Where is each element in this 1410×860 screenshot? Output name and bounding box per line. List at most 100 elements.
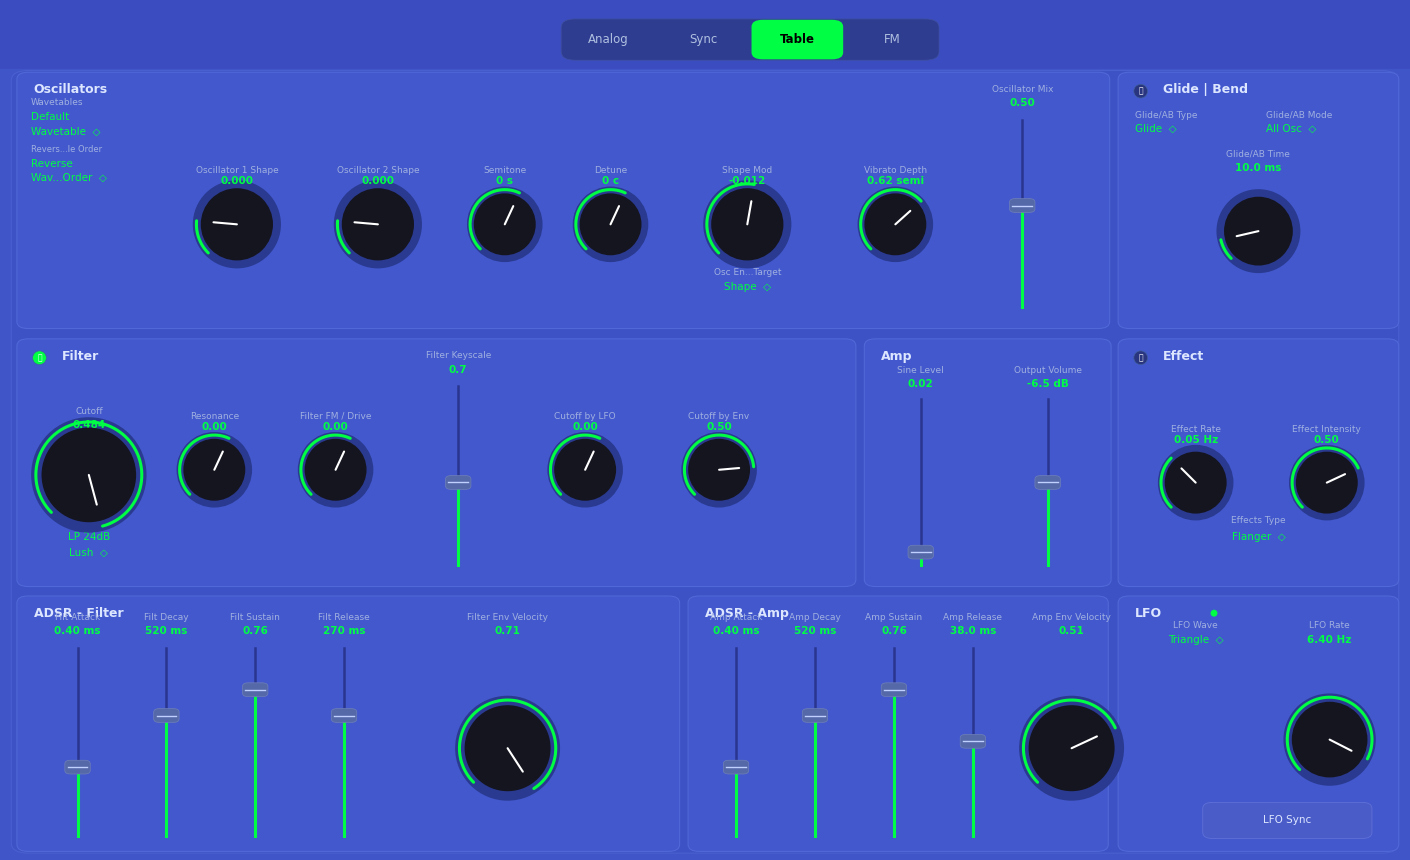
Text: 0.02: 0.02: [908, 378, 933, 389]
Text: 0.40 ms: 0.40 ms: [55, 626, 100, 636]
Text: Filter: Filter: [62, 349, 99, 363]
FancyBboxPatch shape: [881, 683, 907, 697]
Text: Lush  ◇: Lush ◇: [69, 547, 109, 557]
FancyBboxPatch shape: [11, 71, 1399, 853]
Text: Triangle  ◇: Triangle ◇: [1167, 635, 1224, 645]
Ellipse shape: [334, 181, 422, 268]
Text: Wavetable  ◇: Wavetable ◇: [31, 126, 100, 137]
Text: Filter Type: Filter Type: [66, 516, 111, 525]
Ellipse shape: [1134, 351, 1148, 365]
Ellipse shape: [474, 194, 536, 255]
Text: LFO: LFO: [1135, 606, 1162, 620]
FancyBboxPatch shape: [723, 760, 749, 774]
FancyBboxPatch shape: [65, 760, 90, 774]
Text: 0.71: 0.71: [495, 626, 520, 636]
Ellipse shape: [1292, 702, 1368, 777]
Text: Analog: Analog: [588, 33, 629, 46]
Text: Shape  ◇: Shape ◇: [723, 282, 771, 292]
Text: 0.50: 0.50: [1010, 98, 1035, 108]
Text: Osc En...Target: Osc En...Target: [713, 268, 781, 277]
Text: Cutoff by Env: Cutoff by Env: [688, 412, 750, 421]
Text: Cutoff: Cutoff: [75, 408, 103, 416]
Text: Revers...le Order: Revers...le Order: [31, 145, 102, 154]
Text: Glide  ◇: Glide ◇: [1135, 124, 1177, 134]
Text: 0.50: 0.50: [1314, 435, 1340, 445]
Text: Oscillators: Oscillators: [34, 83, 109, 96]
Text: All Osc  ◇: All Osc ◇: [1266, 124, 1317, 134]
Ellipse shape: [193, 181, 281, 268]
Ellipse shape: [467, 187, 543, 262]
FancyBboxPatch shape: [1118, 596, 1399, 851]
Ellipse shape: [580, 194, 642, 255]
Text: Amp Sustain: Amp Sustain: [866, 613, 922, 622]
Ellipse shape: [455, 696, 560, 801]
Ellipse shape: [176, 432, 252, 507]
Text: ⏻: ⏻: [1138, 87, 1144, 95]
Text: ADSR - Amp: ADSR - Amp: [705, 606, 788, 620]
Ellipse shape: [31, 417, 147, 532]
Ellipse shape: [572, 187, 649, 262]
Ellipse shape: [1224, 197, 1293, 266]
Text: 6.40 Hz: 6.40 Hz: [1307, 635, 1352, 645]
Text: 0.51: 0.51: [1059, 626, 1084, 636]
Text: LFO Rate: LFO Rate: [1310, 622, 1349, 630]
Text: Amp Env Velocity: Amp Env Velocity: [1032, 613, 1111, 622]
Ellipse shape: [1134, 84, 1148, 98]
FancyBboxPatch shape: [960, 734, 986, 748]
Text: Glide/AB Time: Glide/AB Time: [1227, 150, 1290, 158]
FancyBboxPatch shape: [17, 72, 1110, 329]
FancyBboxPatch shape: [243, 683, 268, 697]
Text: Resonance: Resonance: [190, 412, 238, 421]
Ellipse shape: [1217, 189, 1300, 273]
Text: 0.000: 0.000: [361, 176, 395, 187]
Text: Amp Decay: Amp Decay: [790, 613, 840, 622]
Text: Effect Rate: Effect Rate: [1170, 425, 1221, 433]
Ellipse shape: [41, 427, 137, 522]
Ellipse shape: [1211, 610, 1217, 617]
Ellipse shape: [1158, 445, 1234, 520]
Text: Vibrato Depth: Vibrato Depth: [864, 166, 926, 175]
Text: Effects Type: Effects Type: [1231, 516, 1286, 525]
Ellipse shape: [547, 432, 623, 507]
Ellipse shape: [554, 439, 616, 501]
Ellipse shape: [1029, 705, 1114, 791]
Ellipse shape: [857, 187, 933, 262]
FancyBboxPatch shape: [864, 339, 1111, 587]
FancyBboxPatch shape: [0, 0, 1410, 69]
Text: 0.00: 0.00: [572, 422, 598, 432]
Ellipse shape: [1165, 452, 1227, 513]
Text: 0.76: 0.76: [243, 626, 268, 636]
Text: Sync: Sync: [688, 33, 718, 46]
Text: 0.40 ms: 0.40 ms: [713, 626, 759, 636]
FancyBboxPatch shape: [17, 339, 856, 587]
Text: Effect: Effect: [1163, 349, 1204, 363]
Text: 520 ms: 520 ms: [145, 626, 188, 636]
Text: Oscillator 1 Shape: Oscillator 1 Shape: [196, 166, 278, 175]
Text: Detune: Detune: [594, 166, 627, 175]
Text: Amp Attack: Amp Attack: [709, 613, 763, 622]
FancyBboxPatch shape: [446, 476, 471, 489]
Text: ⏻: ⏻: [37, 353, 42, 362]
Text: Filt Release: Filt Release: [319, 613, 369, 622]
Text: Amp: Amp: [881, 349, 912, 363]
Text: Filter FM / Drive: Filter FM / Drive: [300, 412, 371, 421]
Text: Filt Attack: Filt Attack: [55, 613, 100, 622]
Text: Amp Release: Amp Release: [943, 613, 1003, 622]
Text: 0 s: 0 s: [496, 176, 513, 187]
FancyBboxPatch shape: [1203, 802, 1372, 838]
FancyBboxPatch shape: [908, 545, 933, 559]
Ellipse shape: [688, 439, 750, 501]
Text: Glide/AB Type: Glide/AB Type: [1135, 111, 1197, 120]
Ellipse shape: [200, 188, 274, 261]
Text: Sine Level: Sine Level: [897, 366, 945, 375]
Text: Reverse: Reverse: [31, 158, 73, 169]
Ellipse shape: [465, 705, 550, 791]
Ellipse shape: [32, 351, 47, 365]
Ellipse shape: [1019, 696, 1124, 801]
Text: Oscillator Mix: Oscillator Mix: [991, 85, 1053, 94]
Ellipse shape: [711, 188, 784, 261]
Text: 0.50: 0.50: [706, 422, 732, 432]
Text: Oscillator 2 Shape: Oscillator 2 Shape: [337, 166, 419, 175]
Text: -6.5 dB: -6.5 dB: [1026, 378, 1069, 389]
Text: Cutoff by LFO: Cutoff by LFO: [554, 412, 616, 421]
